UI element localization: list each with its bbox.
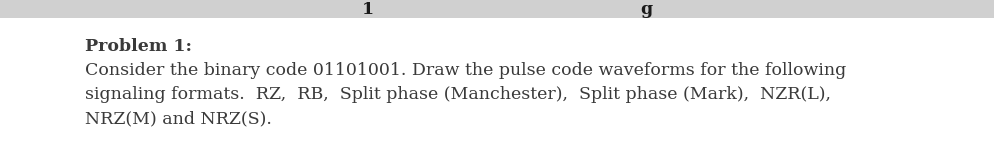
Text: g: g: [640, 0, 652, 18]
Text: 1: 1: [362, 0, 374, 18]
Text: Consider the binary code 01101001. Draw the pulse code waveforms for the followi: Consider the binary code 01101001. Draw …: [84, 62, 845, 79]
Text: NRZ(M) and NRZ(S).: NRZ(M) and NRZ(S).: [84, 110, 271, 127]
Text: signaling formats.  RZ,  RB,  Split phase (Manchester),  Split phase (Mark),  NZ: signaling formats. RZ, RB, Split phase (…: [84, 86, 830, 103]
Text: Problem 1:: Problem 1:: [84, 38, 192, 55]
FancyBboxPatch shape: [0, 0, 994, 18]
